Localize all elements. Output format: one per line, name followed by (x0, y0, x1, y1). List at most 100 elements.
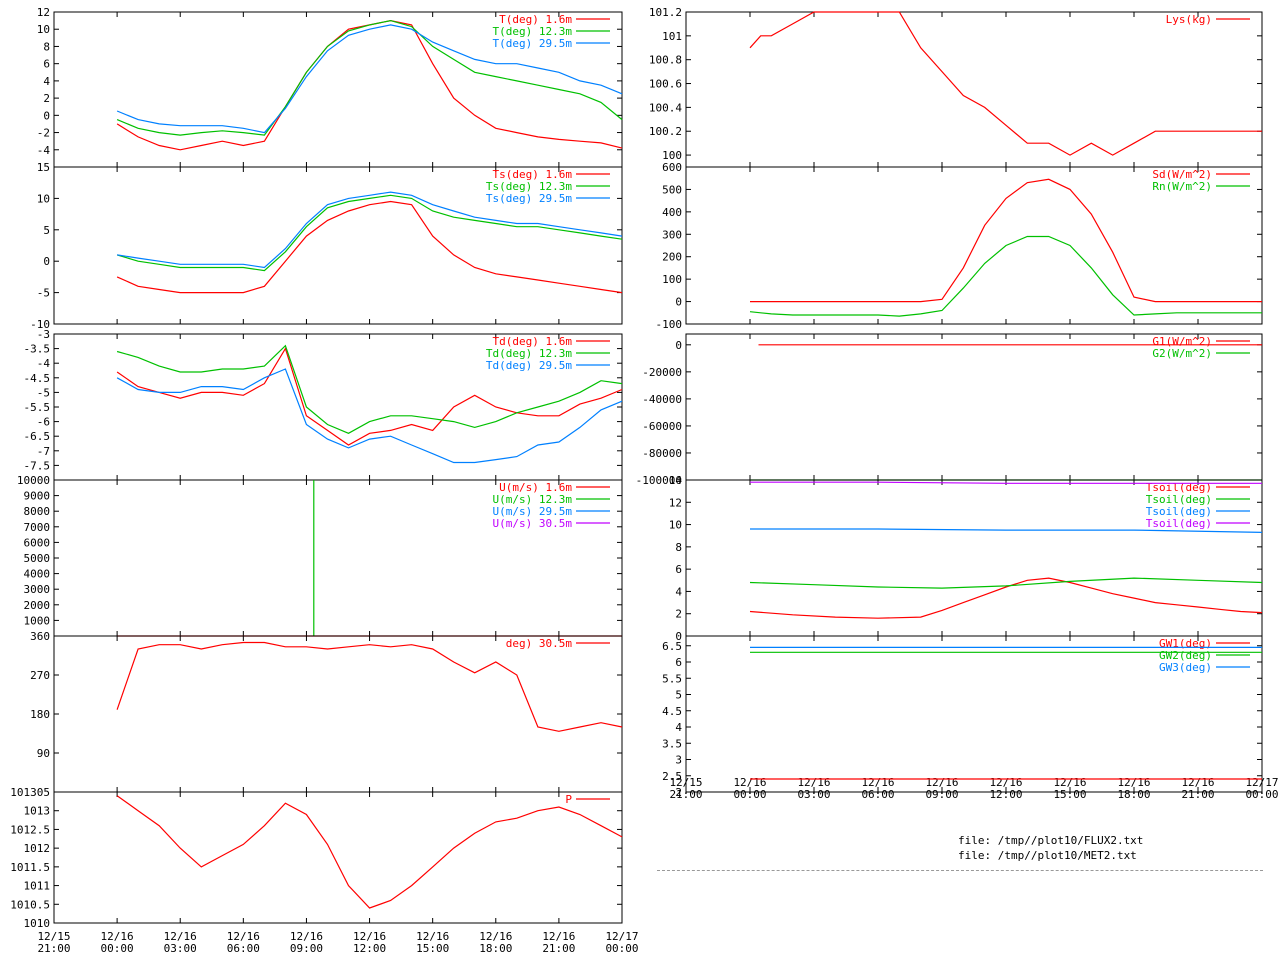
y-tick-label: -6 (37, 416, 50, 429)
series-line-lys-0 (749, 11, 1262, 156)
y-tick-label: 1010 (24, 917, 51, 930)
y-tick-label: 6 (675, 563, 682, 576)
y-tick-label: -4 (37, 144, 51, 157)
y-tick-label: -100 (656, 318, 683, 331)
y-tick-label: 4 (675, 721, 682, 734)
y-tick-label: 4 (675, 585, 682, 598)
series-line-tsoil-0 (749, 577, 1263, 619)
y-tick-label: -3.5 (24, 343, 51, 356)
y-tick-label: 12 (669, 496, 682, 509)
legend-label: Tsoil(deg) (1146, 481, 1212, 494)
y-tick-label: 5.5 (662, 672, 682, 685)
x-tick-time: 12:00 (989, 788, 1022, 801)
y-tick-label: -5.5 (24, 401, 51, 414)
y-tick-label: -4.5 (24, 372, 51, 385)
y-tick-label: 10 (37, 192, 50, 205)
y-tick-label: 2000 (24, 599, 51, 612)
x-tick-date: 12/16 (416, 930, 449, 943)
y-tick-label: 200 (662, 251, 682, 264)
y-tick-label: 1011 (24, 880, 51, 893)
y-tick-label: 180 (30, 708, 50, 721)
y-tick-label: 5 (43, 224, 50, 237)
legend-label: G2(W/m^2) (1152, 347, 1212, 360)
y-tick-label: 100 (662, 149, 682, 162)
y-tick-label: 8000 (24, 505, 51, 518)
x-tick-date: 12/16 (542, 930, 575, 943)
y-tick-label: -7 (37, 445, 50, 458)
y-tick-label: -80000 (642, 447, 682, 460)
y-tick-label: -3 (37, 328, 50, 341)
y-tick-label: 100 (662, 273, 682, 286)
y-tick-label: 8 (43, 40, 50, 53)
legend-label: GW3(deg) (1159, 661, 1212, 674)
chart-rad: 500 400 300 200 100 0 -100 600 Sd(W/m^2)Rn(W/m^2… (656, 161, 1263, 331)
chart-tsoil: 14121086420Tsoil(deg)Tsoil(deg)Tsoil(deg… (669, 474, 1263, 643)
x-tick-time: 18:00 (479, 942, 512, 955)
x-tick-time: 15:00 (416, 942, 449, 955)
legend-label: T(deg) 1.6m (499, 13, 572, 26)
y-tick-label: 6 (43, 58, 50, 71)
legend-label: Ts(deg) 1.6m (493, 168, 573, 181)
legend-label: Td(deg) 1.6m (493, 335, 573, 348)
x-tick-time: 09:00 (925, 788, 958, 801)
y-tick-label: 0 (43, 109, 50, 122)
y-tick-label: 1013 (24, 805, 51, 818)
y-tick-label: 101305 (10, 786, 50, 799)
chart-temp: 12 10 8 6 4 2 0 -2 -4 T(deg) 1.6mT(deg) 12.3mT(de… (37, 6, 623, 168)
chart-g: 0 -20000 -40000 -60000 -80000 -100000 G1(W/m^2… (636, 333, 1263, 487)
y-tick-label: 10 (37, 23, 50, 36)
y-tick-label: -5 (37, 287, 50, 300)
y-tick-label: 1012.5 (10, 823, 50, 836)
y-tick-label: 600 (662, 161, 682, 174)
legend-label: T(deg) 12.3m (493, 25, 573, 38)
y-tick-label: 6000 (24, 536, 51, 549)
x-tick-time: 18:00 (1117, 788, 1150, 801)
plot-frame (685, 635, 1263, 793)
x-tick-time: 21:00 (542, 942, 575, 955)
x-tick-date: 12/16 (164, 930, 197, 943)
y-tick-label: 7000 (24, 521, 51, 534)
legend-label: Tsoil(deg) (1146, 505, 1212, 518)
y-tick-label: -2 (37, 127, 50, 140)
legend-label: Ts(deg) 12.3m (486, 180, 572, 193)
y-tick-label: 100.8 (649, 54, 682, 67)
series-line-temp-1 (116, 19, 623, 136)
y-tick-label: 0 (675, 630, 682, 643)
legend-label: Tsoil(deg) (1146, 517, 1212, 530)
y-tick-label: 270 (30, 669, 50, 682)
legend-label: Td(deg) 12.3m (486, 347, 572, 360)
legend-label: Ts(deg) 29.5m (486, 192, 572, 205)
plot-frame (53, 635, 623, 793)
legend-label: G1(W/m^2) (1152, 335, 1212, 348)
y-tick-label: 2 (43, 92, 50, 105)
y-tick-label: 0 (675, 339, 682, 352)
legend-label: Lys(kg) (1166, 13, 1212, 26)
series-line-ts-1 (116, 194, 623, 272)
chart-gw: 6.565.554.543.532.5212/1521:0012/1600:00… (662, 635, 1279, 801)
x-tick-date: 12/16 (479, 930, 512, 943)
x-tick-date: 12/16 (101, 930, 134, 943)
legend-label: P (565, 793, 572, 806)
y-tick-label: 4000 (24, 568, 51, 581)
y-tick-label: 3.5 (662, 737, 682, 750)
y-tick-label: 90 (37, 747, 50, 760)
x-tick-date: 12/16 (353, 930, 386, 943)
y-tick-label: 101 (662, 30, 682, 43)
legend-label: Rn(W/m^2) (1152, 180, 1212, 193)
y-tick-label: 1010.5 (10, 898, 50, 911)
y-tick-label: 9000 (24, 490, 51, 503)
y-tick-label: -100000 (636, 474, 682, 487)
separator-line (657, 870, 1263, 871)
y-tick-label: 5 (675, 689, 682, 702)
y-tick-label: 100.2 (649, 125, 682, 138)
y-tick-label: 12 (37, 6, 50, 19)
series-line-tsoil-1 (749, 577, 1263, 589)
legend-label: deg) 30.5m (506, 637, 573, 650)
y-tick-label: 5000 (24, 552, 51, 565)
series-line-ts-0 (116, 200, 623, 294)
y-tick-label: 0 (675, 296, 682, 309)
series-line-tsoil-3 (750, 481, 1262, 484)
y-tick-label: -60000 (642, 420, 682, 433)
